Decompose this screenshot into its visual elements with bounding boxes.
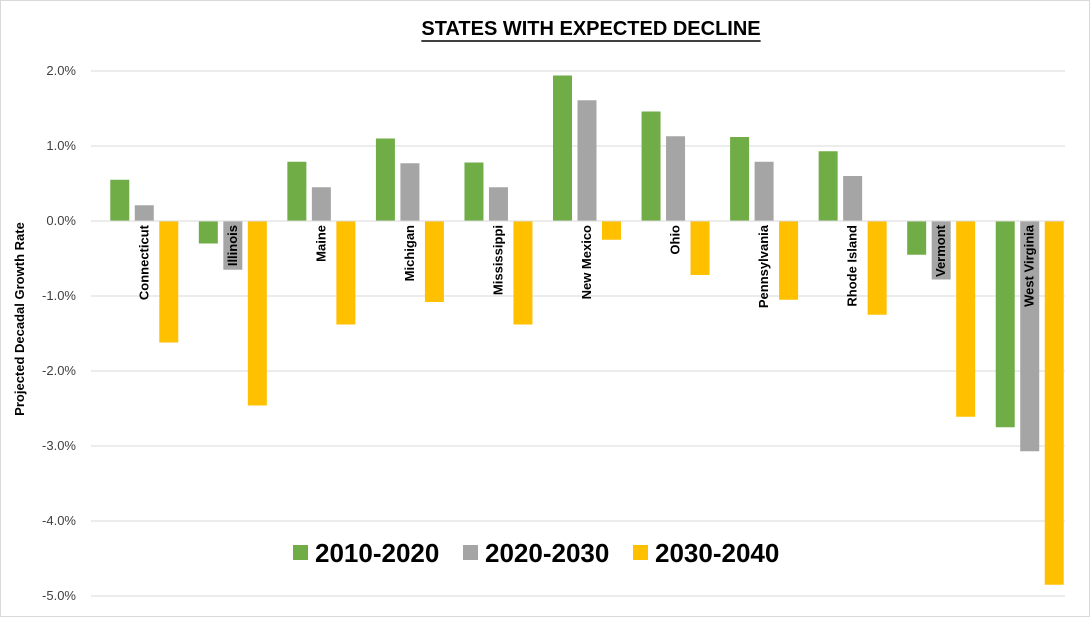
bar	[1020, 221, 1040, 452]
bar	[223, 221, 243, 270]
category-labels: Connecticut Illinois Maine Michigan Mississi…	[136, 224, 1036, 308]
category-label: Connecticut	[136, 224, 151, 300]
category-label: Pennsylvania	[756, 224, 771, 308]
y-tick-label: 0.0%	[46, 213, 76, 228]
bar	[867, 221, 887, 315]
bar	[375, 138, 395, 221]
category-label: Vermont	[933, 224, 948, 277]
bar	[818, 151, 838, 221]
category-label: Rhode Island	[845, 225, 860, 307]
bar	[513, 221, 533, 325]
bar	[287, 161, 307, 221]
legend-swatch	[463, 545, 478, 560]
category-label: Ohio	[668, 225, 683, 255]
y-tick-label: -3.0%	[42, 438, 76, 453]
y-tick-label: 2.0%	[46, 63, 76, 78]
bar	[779, 221, 799, 300]
bar	[730, 137, 750, 221]
legend-label: 2020-2030	[485, 538, 609, 568]
bar	[690, 221, 710, 275]
bar	[931, 221, 951, 280]
y-tick-label: -2.0%	[42, 363, 76, 378]
bar	[198, 221, 218, 244]
y-tick-label: -4.0%	[42, 513, 76, 528]
legend-label: 2030-2040	[655, 538, 779, 568]
y-tick-label: 1.0%	[46, 138, 76, 153]
bar	[553, 75, 572, 221]
bar	[577, 100, 597, 221]
bar	[464, 162, 484, 221]
bar	[666, 136, 686, 221]
y-axis-ticks: 2.0% 1.0% 0.0% -1.0% -2.0% -3.0% -4.0% -5.0%	[42, 63, 76, 603]
bar	[956, 221, 976, 417]
y-axis-label: Projected Decadal Growth Rate	[12, 222, 27, 416]
chart-title: STATES WITH EXPECTED DECLINE	[421, 18, 760, 40]
bar	[159, 221, 179, 343]
bar	[843, 176, 863, 221]
category-label: New Mexico	[579, 225, 594, 299]
bar	[424, 221, 444, 302]
bar	[247, 221, 267, 406]
bar	[336, 221, 356, 325]
bar	[400, 163, 420, 221]
category-label: Maine	[313, 225, 328, 262]
bar	[110, 179, 130, 221]
bar	[488, 187, 508, 221]
bar	[995, 221, 1015, 428]
category-label: Mississippi	[490, 225, 505, 295]
bar	[602, 221, 621, 240]
bar	[311, 187, 331, 221]
bars	[110, 75, 1064, 585]
bar	[754, 161, 774, 221]
bar	[641, 111, 661, 221]
legend-swatch	[633, 545, 648, 560]
category-label: West Virginia	[1022, 224, 1037, 307]
bar	[1044, 221, 1064, 585]
legend: 2010-2020 2020-2030 2030-2040	[293, 538, 779, 568]
y-tick-label: -5.0%	[42, 588, 76, 603]
category-label: Michigan	[402, 225, 417, 281]
category-label: Illinois	[225, 225, 240, 266]
bar	[907, 221, 927, 255]
bar	[134, 205, 154, 221]
y-tick-label: -1.0%	[42, 288, 76, 303]
legend-label: 2010-2020	[315, 538, 439, 568]
legend-swatch	[293, 545, 308, 560]
